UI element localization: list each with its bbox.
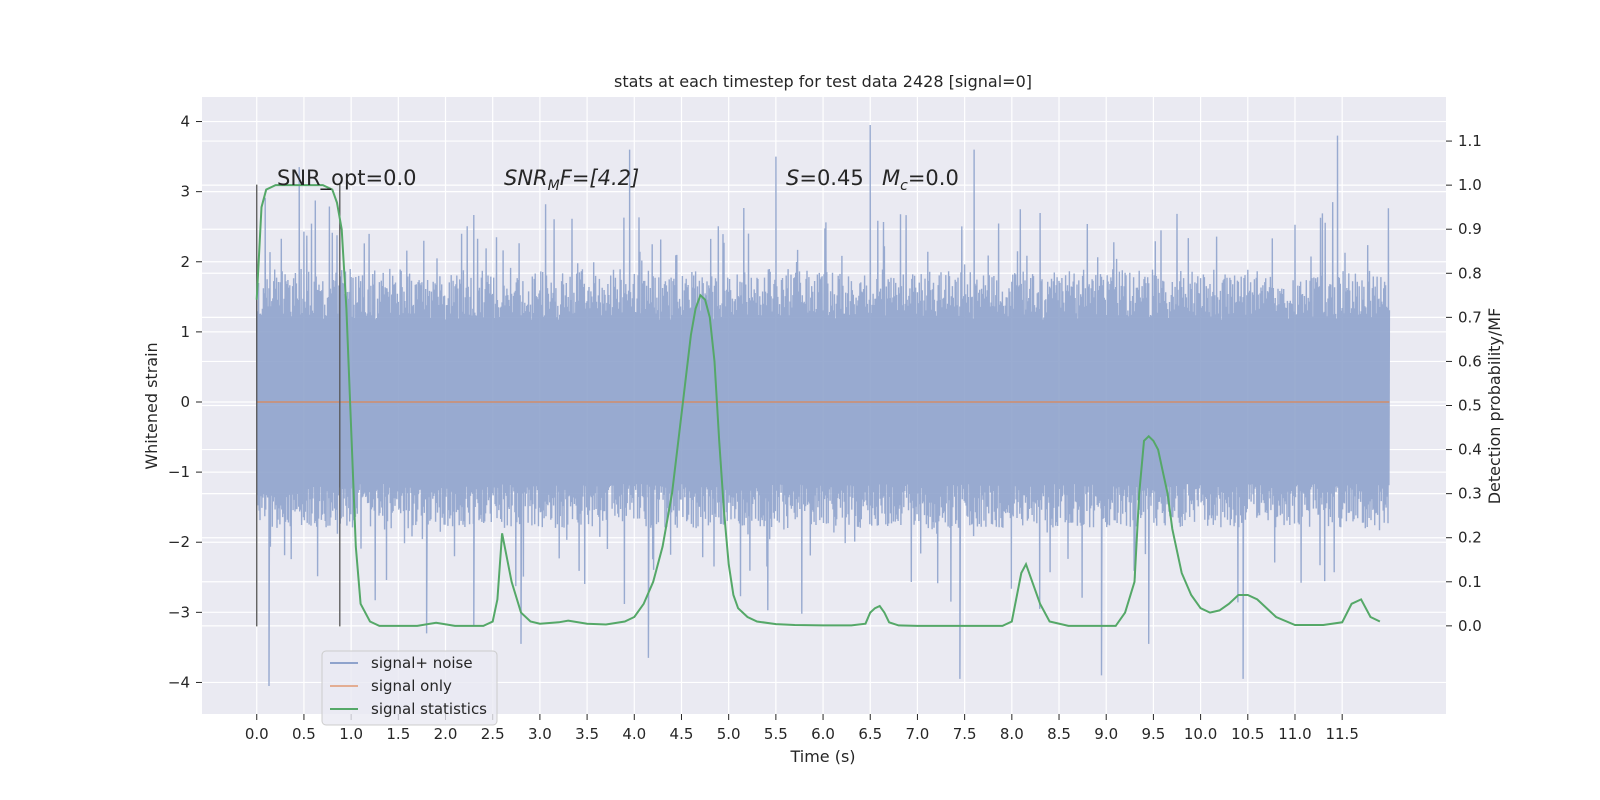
annotation-snr-opt: SNR_opt=0.0 bbox=[277, 166, 417, 191]
x-tick-label: 6.5 bbox=[858, 725, 882, 743]
x-tick-label: 3.5 bbox=[575, 725, 599, 743]
x-tick-label: 0.5 bbox=[292, 725, 316, 743]
y-left-axis-ticks: 4 3 2 1 0 −1 −2 −3 −4 bbox=[168, 113, 202, 691]
x-tick-label: 7.0 bbox=[906, 725, 930, 743]
y-left-tick-label: 0 bbox=[180, 393, 190, 411]
x-tick-label: 11.0 bbox=[1278, 725, 1311, 743]
x-tick-label: 6.0 bbox=[811, 725, 835, 743]
x-tick-label: 5.0 bbox=[717, 725, 741, 743]
legend-box bbox=[321, 650, 498, 726]
y-right-axis-ticks: 1.1 1.0 0.9 0.8 0.7 0.6 0.5 0.4 0.3 0.2 0.1 0.0 bbox=[1446, 132, 1482, 635]
y-right-axis-label: Detection probability/MF bbox=[1485, 308, 1504, 505]
x-tick-label: 0.0 bbox=[245, 725, 269, 743]
annotation-s: S=0.45 bbox=[786, 166, 864, 190]
annotation-mc-sub: c bbox=[900, 178, 908, 194]
annotation-snr-mf: SNRMF=[4.2] bbox=[504, 166, 639, 194]
x-tick-label: 10.0 bbox=[1184, 725, 1217, 743]
x-tick-label: 4.5 bbox=[670, 725, 694, 743]
y-left-tick-label: 1 bbox=[180, 323, 190, 341]
y-right-tick-label: 0.9 bbox=[1458, 220, 1482, 238]
x-tick-label: 5.5 bbox=[764, 725, 788, 743]
x-tick-label: 2.5 bbox=[481, 725, 505, 743]
y-right-tick-label: 0.6 bbox=[1458, 352, 1482, 370]
chart-title: stats at each timestep for test data 242… bbox=[614, 72, 1032, 91]
annotation-snr-mf-main: SNR bbox=[504, 166, 548, 190]
legend-label-signal-only: signal only bbox=[371, 677, 452, 695]
y-right-tick-label: 0.0 bbox=[1458, 617, 1482, 635]
signal-noise-series bbox=[256, 124, 1391, 687]
x-axis-label: Time (s) bbox=[789, 747, 855, 766]
y-left-tick-label: −3 bbox=[168, 603, 190, 621]
x-tick-label: 8.0 bbox=[1000, 725, 1024, 743]
y-right-tick-label: 0.4 bbox=[1458, 441, 1482, 459]
y-right-tick-label: 0.1 bbox=[1458, 573, 1482, 591]
annotation-mc-value: =0.0 bbox=[908, 166, 959, 190]
y-right-tick-label: 0.2 bbox=[1458, 529, 1482, 547]
x-tick-label: 1.0 bbox=[339, 725, 363, 743]
annotation-snr-mf-tail: F=[4.2] bbox=[560, 166, 639, 190]
legend: signal+ noise signal only signal statist… bbox=[321, 650, 498, 726]
y-left-tick-label: 4 bbox=[180, 113, 190, 131]
x-tick-label: 4.0 bbox=[622, 725, 646, 743]
annotation-mc-main: M bbox=[882, 166, 900, 190]
marker-lines bbox=[256, 184, 341, 627]
x-tick-label: 10.5 bbox=[1231, 725, 1264, 743]
annotation-mc: Mc=0.0 bbox=[882, 166, 959, 194]
signal-noise-line bbox=[256, 124, 1391, 687]
x-tick-label: 1.5 bbox=[386, 725, 410, 743]
signal-statistics-series bbox=[255, 184, 1381, 627]
x-tick-label: 3.0 bbox=[528, 725, 552, 743]
annotation-snr-mf-sub: M bbox=[548, 178, 560, 194]
y-left-tick-label: −4 bbox=[168, 673, 190, 691]
y-right-tick-label: 0.3 bbox=[1458, 485, 1482, 503]
x-axis-ticks: 0.0 0.5 1.0 1.5 2.0 2.5 3.0 3.5 4.0 4.5 5.0 5.5 6.0 6… bbox=[245, 714, 1359, 743]
x-tick-label: 2.0 bbox=[434, 725, 458, 743]
y-right-tick-label: 0.8 bbox=[1458, 264, 1482, 282]
x-tick-label: 9.5 bbox=[1141, 725, 1165, 743]
legend-label-statistics: signal statistics bbox=[371, 700, 487, 718]
y-left-axis-label: Whitened strain bbox=[142, 342, 161, 469]
annotation-s-value: =0.45 bbox=[799, 166, 863, 190]
y-left-tick-label: 2 bbox=[180, 253, 190, 271]
y-right-tick-label: 0.5 bbox=[1458, 397, 1482, 415]
x-tick-label: 7.5 bbox=[953, 725, 977, 743]
y-left-tick-label: −1 bbox=[168, 463, 190, 481]
signal-statistics-line bbox=[255, 184, 1381, 627]
y-right-tick-label: 1.1 bbox=[1458, 132, 1482, 150]
x-tick-label: 11.5 bbox=[1325, 725, 1358, 743]
y-left-tick-label: −2 bbox=[168, 533, 190, 551]
y-left-tick-label: 3 bbox=[180, 183, 190, 201]
annotation-s-main: S bbox=[786, 166, 799, 190]
y-right-tick-label: 1.0 bbox=[1458, 176, 1482, 194]
y-right-tick-label: 0.7 bbox=[1458, 308, 1482, 326]
x-tick-label: 8.5 bbox=[1047, 725, 1071, 743]
x-tick-label: 9.0 bbox=[1094, 725, 1118, 743]
legend-label-noise: signal+ noise bbox=[371, 654, 473, 672]
